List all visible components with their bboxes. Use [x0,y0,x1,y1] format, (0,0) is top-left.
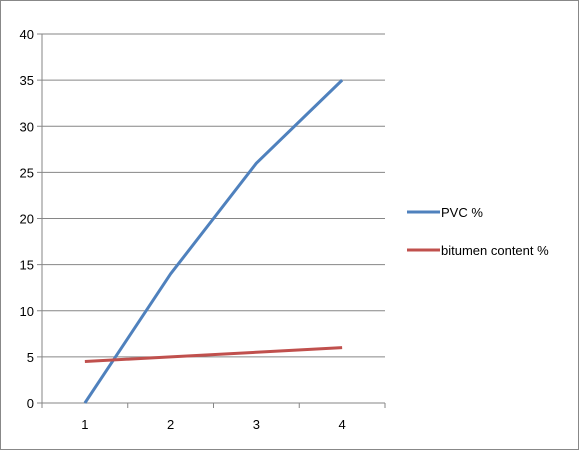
legend: PVC % bitumen content % [407,205,549,258]
series-line-bitumen-content [84,346,343,363]
x-axis-ticks: 1 2 3 4 [41,403,386,432]
y-tick-label: 15 [20,258,34,273]
x-tick-label: 4 [339,417,346,432]
legend-label: PVC % [441,205,483,220]
y-tick-label: 25 [20,165,34,180]
y-tick-label: 0 [27,396,34,411]
legend-label: bitumen content % [441,243,549,258]
series-lines [83,79,344,404]
x-tick-label: 1 [81,417,88,432]
y-tick-label: 5 [27,350,34,365]
gridlines [42,33,385,358]
y-tick-label: 35 [20,73,34,88]
y-tick-label: 20 [20,212,34,227]
y-axis-ticks: 0 5 10 15 20 25 30 35 40 [20,27,42,411]
x-tick-label: 3 [253,417,260,432]
x-tick-label: 2 [167,417,174,432]
y-tick-label: 30 [20,119,34,134]
y-tick-label: 10 [20,304,34,319]
y-tick-label: 40 [20,27,34,42]
series-line-pvc [83,79,344,404]
